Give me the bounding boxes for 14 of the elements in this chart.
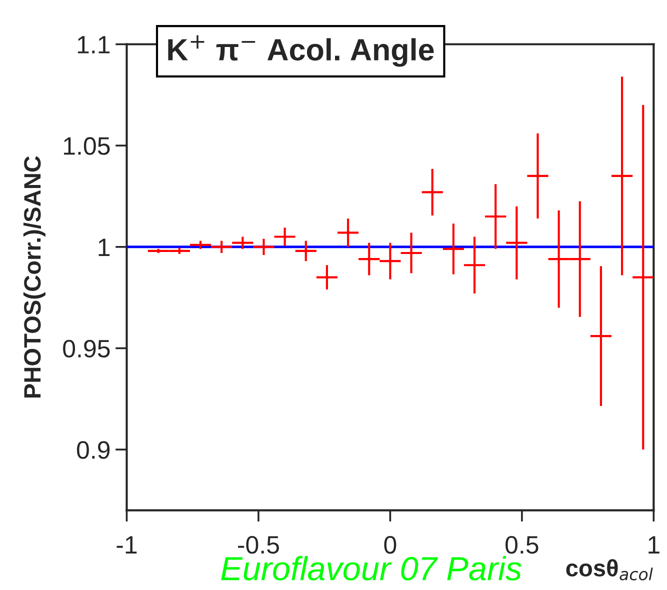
x-tick-label: 0.5 bbox=[506, 536, 538, 554]
y-axis-title: PHOTOS(Corr.)/SANC bbox=[23, 156, 46, 398]
x-tick-label: 1 bbox=[648, 536, 660, 554]
y-tick-label: 1 bbox=[98, 238, 110, 256]
y-tick-label: 1.05 bbox=[64, 137, 110, 155]
y-tick-label: 0.95 bbox=[63, 340, 110, 358]
y-tick-label: 1.1 bbox=[78, 36, 110, 54]
x-tick-label: -1 bbox=[116, 536, 137, 554]
x-axis-title: cosθ$_{acol}$ bbox=[566, 559, 653, 580]
y-tick-label: 0.9 bbox=[76, 441, 110, 459]
chart-title: K$^{+}$ π$^{−}$ Acol. Angle bbox=[168, 35, 434, 67]
x-tick-label: -0.5 bbox=[238, 536, 279, 554]
text: Euroflavour 07 Paris bbox=[221, 556, 522, 580]
x-tick-label: 0 bbox=[384, 536, 396, 554]
